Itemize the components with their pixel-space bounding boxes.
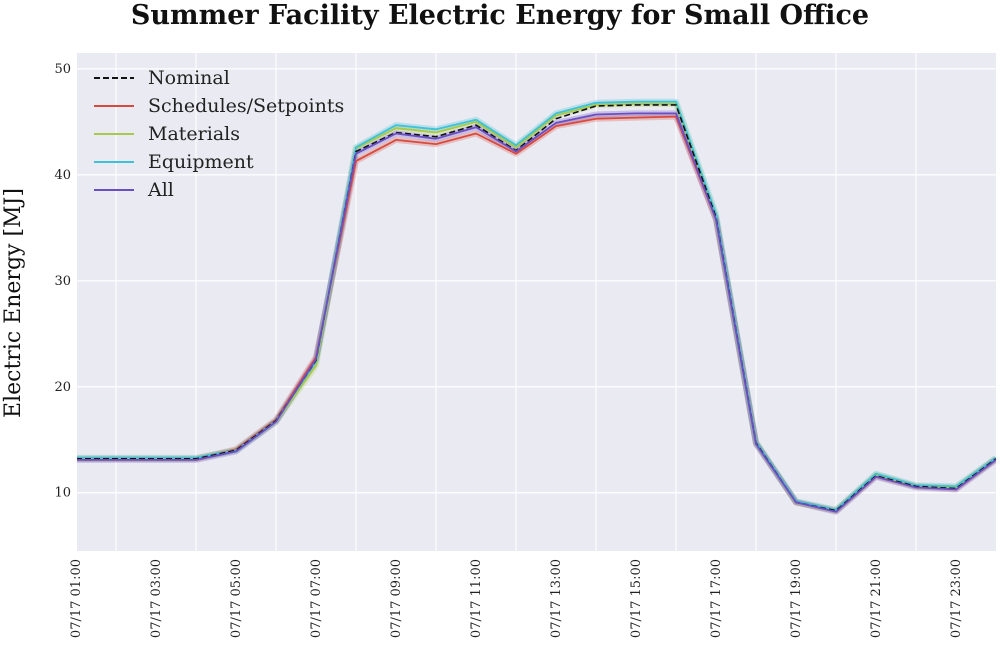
x-tick-label: 07/17 05:00	[229, 559, 244, 638]
grid-lines	[77, 53, 996, 551]
x-tick-label: 07/17 17:00	[709, 559, 724, 638]
x-tick-label: 07/17 03:00	[149, 559, 164, 638]
y-tick-label: 30	[54, 274, 71, 289]
x-tick-label: 07/17 07:00	[309, 559, 324, 638]
x-tick-label: 07/17 01:00	[69, 559, 84, 638]
legend-label: Equipment	[148, 151, 254, 173]
y-tick-label: 50	[54, 62, 71, 77]
legend-label: Nominal	[148, 67, 230, 89]
y-axis-label: Electric Energy [MJ]	[1, 188, 26, 418]
legend-label: All	[147, 179, 174, 201]
x-tick-label: 07/17 15:00	[629, 559, 644, 638]
legend-label: Schedules/Setpoints	[148, 95, 344, 117]
legend: Nominal Schedules/Setpoints Materials Equip…	[94, 67, 344, 201]
x-tick-label: 07/17 21:00	[869, 559, 884, 638]
x-tick-label: 07/17 13:00	[549, 559, 564, 638]
x-tick-label: 07/17 09:00	[389, 559, 404, 638]
x-tick-label: 07/17 19:00	[789, 559, 804, 638]
y-axis-ticks: 10 20 30 40 50	[54, 62, 71, 501]
x-axis-ticks: 07/17 01:00 07/17 03:00 07/17 05:00 07/17 0…	[69, 559, 964, 638]
y-tick-label: 40	[54, 168, 71, 183]
x-tick-label: 07/17 11:00	[469, 559, 484, 638]
x-tick-label: 07/17 23:00	[949, 559, 964, 638]
series-line	[77, 112, 996, 513]
y-tick-label: 20	[54, 380, 71, 395]
series-line	[77, 104, 996, 512]
y-tick-label: 10	[54, 486, 71, 501]
chart-title: Summer Facility Electric Energy for Smal…	[130, 0, 870, 31]
legend-label: Materials	[148, 123, 240, 145]
series-lines	[77, 100, 996, 513]
